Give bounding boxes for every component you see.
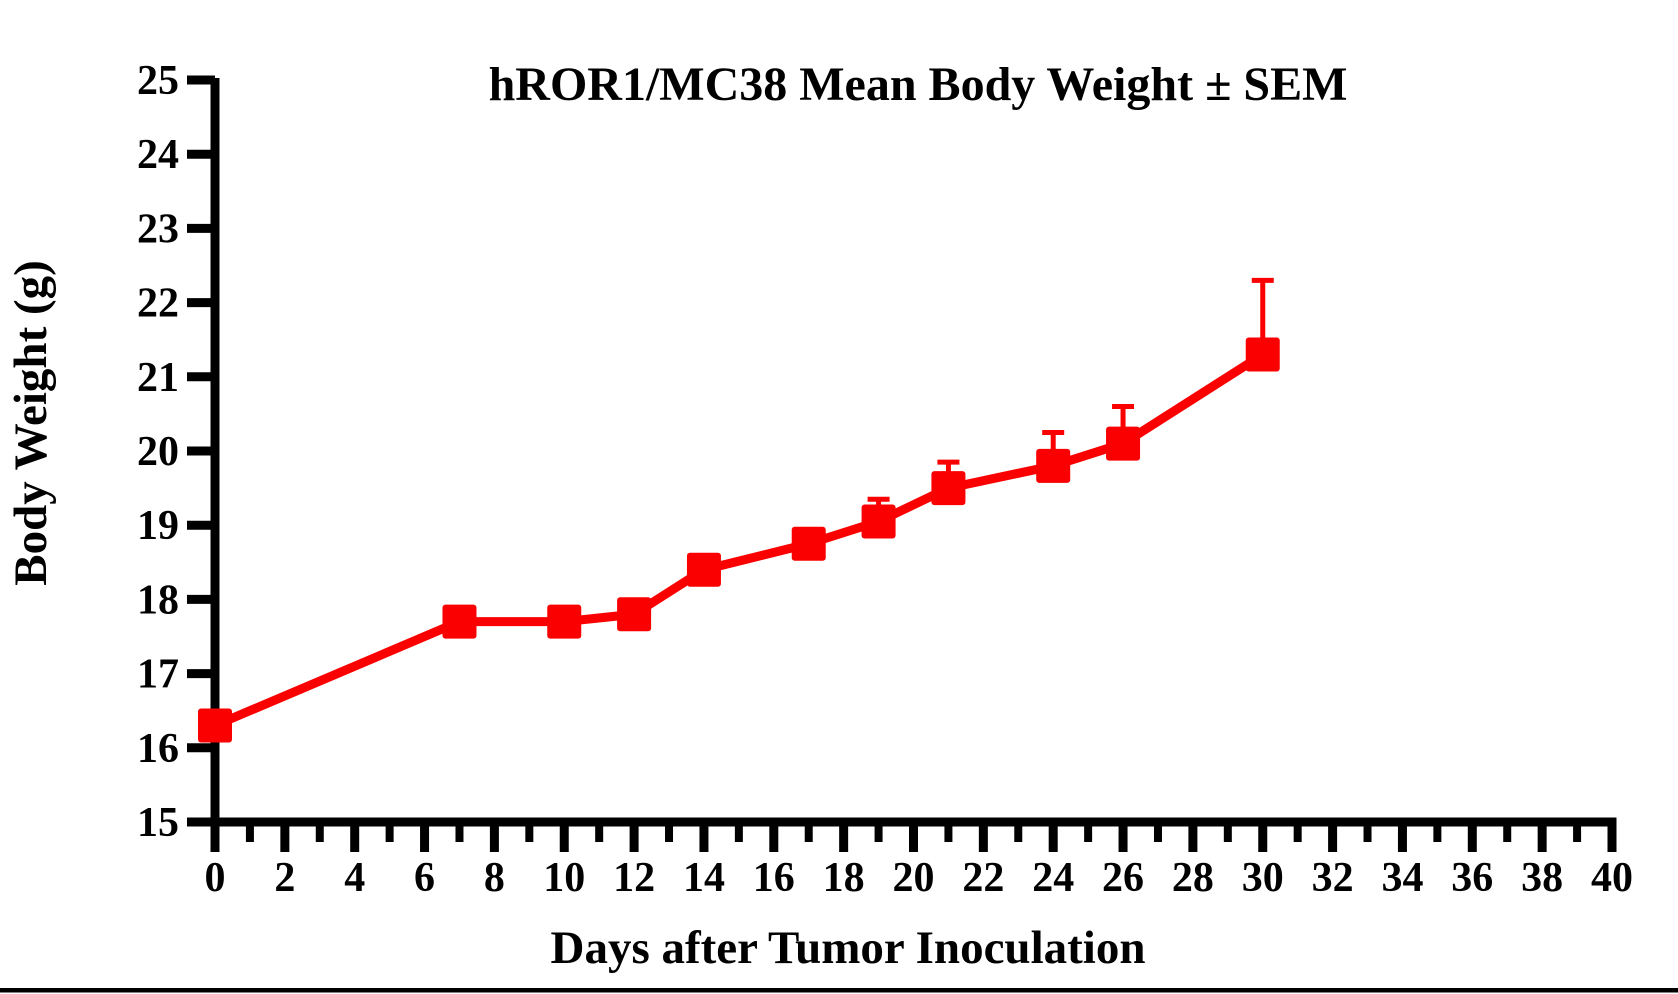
y-tick-label: 16 [137, 726, 179, 772]
y-axis-title: Body Weight (g) [5, 260, 57, 586]
x-tick-label: 0 [205, 855, 226, 901]
y-tick-label: 21 [137, 355, 179, 401]
data-point-marker [861, 504, 896, 539]
x-tick-label: 40 [1591, 855, 1633, 901]
y-tick-label: 25 [137, 58, 179, 104]
data-point-marker [617, 597, 652, 632]
x-tick-label: 22 [962, 855, 1004, 901]
data-point-marker [1106, 426, 1141, 461]
y-tick-label: 17 [137, 652, 179, 698]
data-point-marker [931, 471, 966, 506]
x-tick-label: 28 [1172, 855, 1214, 901]
series-line [213, 350, 1266, 730]
x-tick-label: 32 [1312, 855, 1354, 901]
x-tick-label: 8 [484, 855, 505, 901]
y-tick-label: 18 [137, 577, 179, 623]
x-tick-label: 16 [753, 855, 795, 901]
x-tick-label: 2 [274, 855, 295, 901]
y-tick-label: 19 [137, 503, 179, 549]
chart-title: hROR1/MC38 Mean Body Weight ± SEM [489, 58, 1348, 111]
bottom-rule [0, 988, 1678, 993]
y-tick-label: 24 [137, 132, 179, 178]
x-tick-label: 24 [1032, 855, 1074, 901]
x-tick-label: 38 [1521, 855, 1563, 901]
x-axis-title: Days after Tumor Inoculation [551, 922, 1146, 974]
x-tick-label: 10 [543, 855, 585, 901]
data-point-marker [686, 552, 721, 587]
y-tick-label: 20 [137, 429, 179, 475]
x-tick-label: 34 [1381, 855, 1423, 901]
data-point-marker [442, 604, 477, 639]
x-tick-label: 4 [344, 855, 365, 901]
y-tick-label: 23 [137, 206, 179, 252]
x-tick-label: 30 [1242, 855, 1284, 901]
data-point-marker [791, 526, 826, 561]
data-point-marker [1245, 337, 1280, 372]
data-point-marker [1036, 448, 1071, 483]
x-tick-label: 14 [683, 855, 725, 901]
y-tick-label: 22 [137, 281, 179, 327]
x-tick-label: 36 [1451, 855, 1493, 901]
x-tick-label: 20 [893, 855, 935, 901]
data-point-marker [198, 708, 232, 743]
x-tick-label: 12 [613, 855, 655, 901]
data-point-marker [547, 604, 582, 639]
x-tick-label: 26 [1102, 855, 1144, 901]
x-tick-label: 18 [823, 855, 865, 901]
x-tick-label: 6 [414, 855, 435, 901]
y-tick-label: 15 [137, 800, 179, 846]
